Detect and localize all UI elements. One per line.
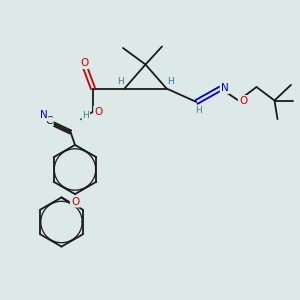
- Text: O: O: [94, 106, 103, 117]
- Text: C: C: [45, 116, 52, 126]
- Text: O: O: [80, 58, 88, 68]
- Text: N: N: [40, 110, 47, 120]
- Text: H: H: [117, 76, 123, 85]
- Text: H: H: [82, 111, 89, 120]
- Text: N: N: [221, 83, 229, 93]
- Text: O: O: [239, 96, 247, 106]
- Text: H: H: [195, 106, 201, 115]
- Text: O: O: [71, 196, 79, 207]
- Text: H: H: [168, 76, 174, 85]
